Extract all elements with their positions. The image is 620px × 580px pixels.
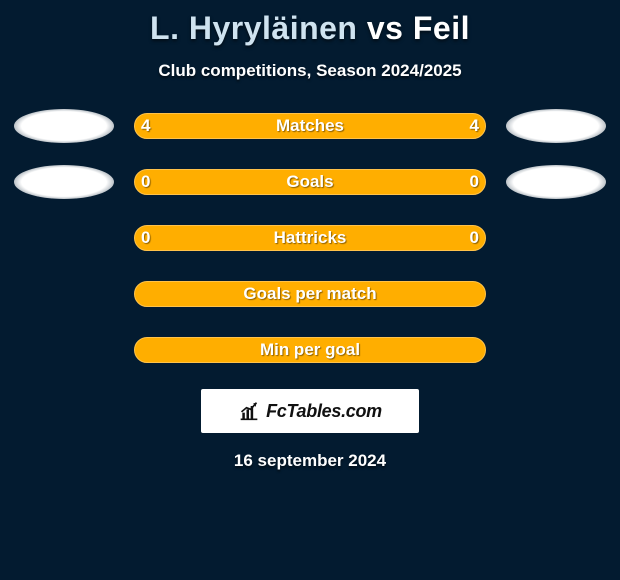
stat-bar: Goals per match — [134, 281, 486, 307]
stat-right-value — [439, 282, 479, 306]
stat-right-value — [439, 338, 479, 362]
brand-text: FcTables.com — [266, 401, 382, 422]
player1-avatar — [14, 165, 114, 199]
page-title: L. Hyryläinen vs Feil — [150, 10, 470, 47]
player2-avatar — [506, 165, 606, 199]
stat-left-value — [141, 338, 181, 362]
stat-row: 0 Hattricks 0 — [0, 221, 620, 255]
stat-right-value: 0 — [439, 226, 479, 250]
stat-row: Goals per match — [0, 277, 620, 311]
date-label: 16 september 2024 — [234, 451, 386, 471]
player1-name: L. Hyryläinen — [150, 10, 357, 46]
player2-avatar — [506, 109, 606, 143]
chart-icon — [238, 401, 260, 421]
stat-bar: 0 Goals 0 — [134, 169, 486, 195]
stat-label: Hattricks — [274, 228, 347, 248]
stat-left-value — [141, 282, 181, 306]
stat-row: 0 Goals 0 — [0, 165, 620, 199]
stat-bar: 4 Matches 4 — [134, 113, 486, 139]
stat-left-value: 0 — [141, 226, 181, 250]
vs-label: vs — [367, 10, 404, 46]
stat-left-value: 0 — [141, 170, 181, 194]
stats-list: 4 Matches 4 0 Goals 0 0 Hattricks 0 Goals per mat… — [0, 81, 620, 367]
player2-name: Feil — [413, 10, 470, 46]
brand-badge[interactable]: FcTables.com — [201, 389, 419, 433]
stat-bar: Min per goal — [134, 337, 486, 363]
stat-label: Min per goal — [260, 340, 360, 360]
stat-row: Min per goal — [0, 333, 620, 367]
comparison-card: L. Hyryläinen vs Feil Club competitions,… — [0, 0, 620, 471]
stat-label: Goals per match — [243, 284, 376, 304]
stat-bar: 0 Hattricks 0 — [134, 225, 486, 251]
stat-label: Matches — [276, 116, 344, 136]
stat-row: 4 Matches 4 — [0, 109, 620, 143]
stat-label: Goals — [286, 172, 333, 192]
stat-right-value: 4 — [439, 114, 479, 138]
stat-left-value: 4 — [141, 114, 181, 138]
stat-right-value: 0 — [439, 170, 479, 194]
player1-avatar — [14, 109, 114, 143]
subtitle: Club competitions, Season 2024/2025 — [158, 61, 461, 81]
